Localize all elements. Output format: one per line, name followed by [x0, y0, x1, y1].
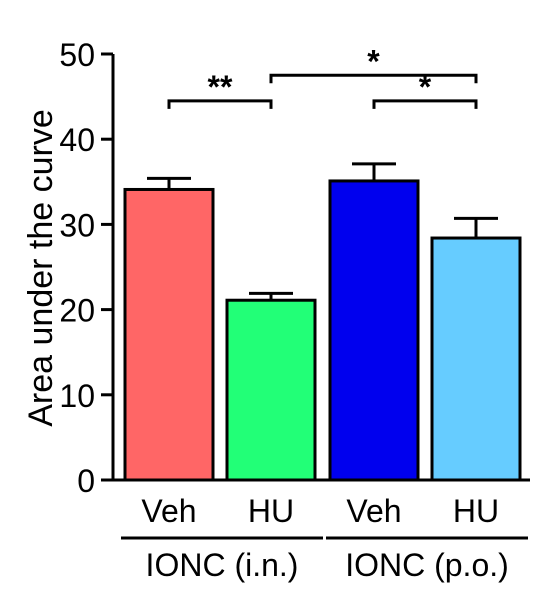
bar-1: [225, 298, 317, 482]
y-tick-label-0: 0: [77, 463, 95, 499]
y-tick-label-10: 10: [59, 378, 95, 414]
significance-bracket-2: [372, 99, 478, 109]
bar-3: [430, 236, 522, 482]
x-category-labels: Veh HU Veh HU: [141, 493, 499, 529]
significance-label-0: **: [208, 69, 233, 105]
bar-2: [328, 179, 420, 482]
y-ticks: 0 10 20 30 40 50: [59, 37, 113, 499]
group-labels: IONC (i.n.) IONC (p.o.): [121, 536, 528, 583]
y-axis-label: Area under the curve: [22, 109, 60, 427]
y-tick-label-50: 50: [59, 37, 95, 73]
y-tick-label-40: 40: [59, 122, 95, 158]
group-label-1: IONC (p.o.): [345, 547, 509, 583]
significance-label-1: *: [367, 43, 380, 79]
x-category-label-2: Veh: [346, 493, 401, 529]
x-category-label-0: Veh: [141, 493, 196, 529]
significance-label-2: *: [419, 69, 432, 105]
x-category-label-3: HU: [453, 493, 499, 529]
significance-brackets: ****: [167, 43, 478, 109]
significance-bracket-0: [167, 99, 273, 109]
bars: [123, 179, 522, 482]
error-bars: [147, 162, 498, 301]
significance-bracket-1: [269, 73, 478, 84]
group-label-0: IONC (i.n.): [146, 547, 299, 583]
y-tick-label-20: 20: [59, 293, 95, 329]
y-tick-label-30: 30: [59, 207, 95, 243]
x-category-label-1: HU: [248, 493, 294, 529]
bar-0: [123, 187, 215, 482]
axes: [111, 54, 530, 482]
